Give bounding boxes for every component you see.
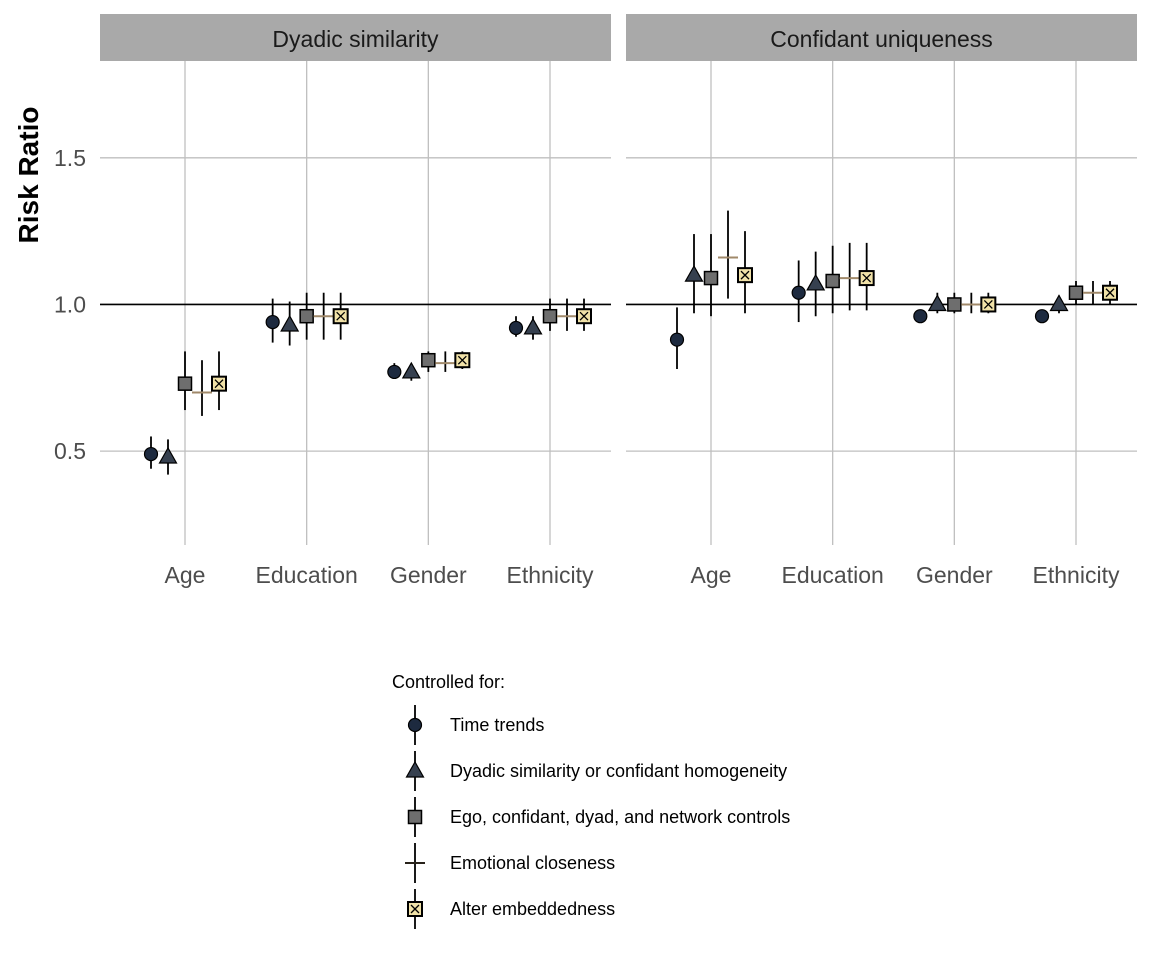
- legend-label: Time trends: [450, 715, 544, 735]
- strip-dyadic-similarity: [100, 14, 611, 61]
- legend-entry-alter-embeddedness: Alter embeddedness: [407, 889, 615, 929]
- legend-entry-dyadic-similarity-or-confidant-homogeneity: Dyadic similarity or confidant homogenei…: [405, 751, 787, 791]
- legend-label: Ego, confidant, dyad, and network contro…: [450, 807, 790, 827]
- y-tick-label: 1.5: [54, 145, 86, 171]
- x-tick-label-gender: Gender: [916, 562, 993, 588]
- strip-label: Dyadic similarity: [272, 26, 439, 52]
- point-square: [703, 270, 719, 286]
- x-tick-label-education: Education: [782, 562, 884, 588]
- point-boxcross: [454, 352, 471, 369]
- point-circle: [1034, 309, 1050, 324]
- point-circle: [387, 364, 402, 380]
- point-boxcross: [211, 375, 227, 392]
- point-square: [177, 376, 193, 391]
- x-tick-label-age: Age: [691, 562, 732, 588]
- point-circle: [913, 309, 928, 324]
- point-triangle: [806, 273, 826, 291]
- legend-label: Alter embeddedness: [450, 899, 615, 919]
- series-alter-embeddedness: [211, 292, 592, 411]
- point-circle: [791, 285, 806, 300]
- legend-key-square: [407, 809, 423, 825]
- legend: Controlled for: Time trends Dyadic simila…: [392, 672, 790, 929]
- series-time-trends: [143, 298, 524, 469]
- point-triangle: [523, 317, 543, 335]
- point-triangle: [927, 294, 947, 312]
- point-square: [421, 352, 436, 368]
- point-circle: [669, 332, 685, 347]
- x-tick-label-gender: Gender: [390, 562, 467, 588]
- legend-entry-time-trends: Time trends: [407, 705, 544, 745]
- legend-label: Emotional closeness: [450, 853, 615, 873]
- x-tick-label-education: Education: [256, 562, 358, 588]
- point-square: [947, 297, 962, 312]
- panel-confidant-uniqueness: Confidant uniqueness Age Education Gender Et…: [626, 14, 1137, 588]
- y-axis: 0.5 1.0 1.5: [54, 145, 86, 464]
- series-alter-embeddedness: [737, 231, 1118, 314]
- panel-dyadic-similarity: Dyadic similarity Age Education Gender Ethni…: [100, 14, 611, 588]
- series-dyadic-similarity-or-confidant-homogeneity: [158, 301, 543, 475]
- series-ego-confidant-dyad-and-network-controls: [703, 234, 1084, 317]
- point-boxcross: [737, 267, 753, 284]
- y-tick-label: 1.0: [54, 291, 86, 317]
- point-triangle: [1049, 294, 1069, 312]
- point-boxcross: [980, 296, 997, 313]
- y-axis-title: Risk Ratio: [13, 107, 44, 244]
- point-square: [299, 308, 314, 324]
- legend-key-circle: [407, 717, 423, 733]
- legend-title: Controlled for:: [392, 672, 505, 692]
- series-ego-confidant-dyad-and-network-controls: [177, 292, 558, 411]
- point-square: [825, 273, 840, 289]
- point-triangle: [280, 314, 300, 332]
- strip-confidant-uniqueness: [626, 14, 1137, 61]
- y-tick-label: 0.5: [54, 438, 86, 464]
- x-tick-label-age: Age: [165, 562, 206, 588]
- point-square: [542, 308, 558, 324]
- point-boxcross: [858, 270, 875, 287]
- point-triangle: [158, 446, 178, 464]
- legend-key-boxcross: [407, 901, 423, 917]
- series-dyadic-similarity-or-confidant-homogeneity: [684, 234, 1069, 317]
- x-tick-label-ethnicity: Ethnicity: [1033, 562, 1120, 588]
- strip-label: Confidant uniqueness: [770, 26, 993, 52]
- point-triangle: [684, 264, 704, 282]
- point-boxcross: [1102, 284, 1118, 301]
- legend-entry-ego-confidant-dyad-and-network-controls: Ego, confidant, dyad, and network contro…: [407, 797, 790, 837]
- point-circle: [508, 320, 524, 336]
- series-emotional-closeness: [718, 210, 1103, 314]
- legend-label: Dyadic similarity or confidant homogenei…: [450, 761, 787, 781]
- series-emotional-closeness: [192, 292, 577, 416]
- x-tick-label-ethnicity: Ethnicity: [507, 562, 594, 588]
- legend-entry-emotional-closeness: Emotional closeness: [405, 843, 615, 883]
- point-boxcross: [332, 308, 349, 325]
- point-triangle: [401, 361, 421, 379]
- point-boxcross: [576, 308, 592, 325]
- point-circle: [143, 446, 159, 462]
- point-circle: [265, 314, 280, 330]
- point-square: [1068, 285, 1084, 300]
- legend-key-triangle: [405, 760, 425, 778]
- facet-panels: Dyadic similarity Age Education Gender Ethni…: [54, 14, 1137, 588]
- series-time-trends: [669, 260, 1050, 369]
